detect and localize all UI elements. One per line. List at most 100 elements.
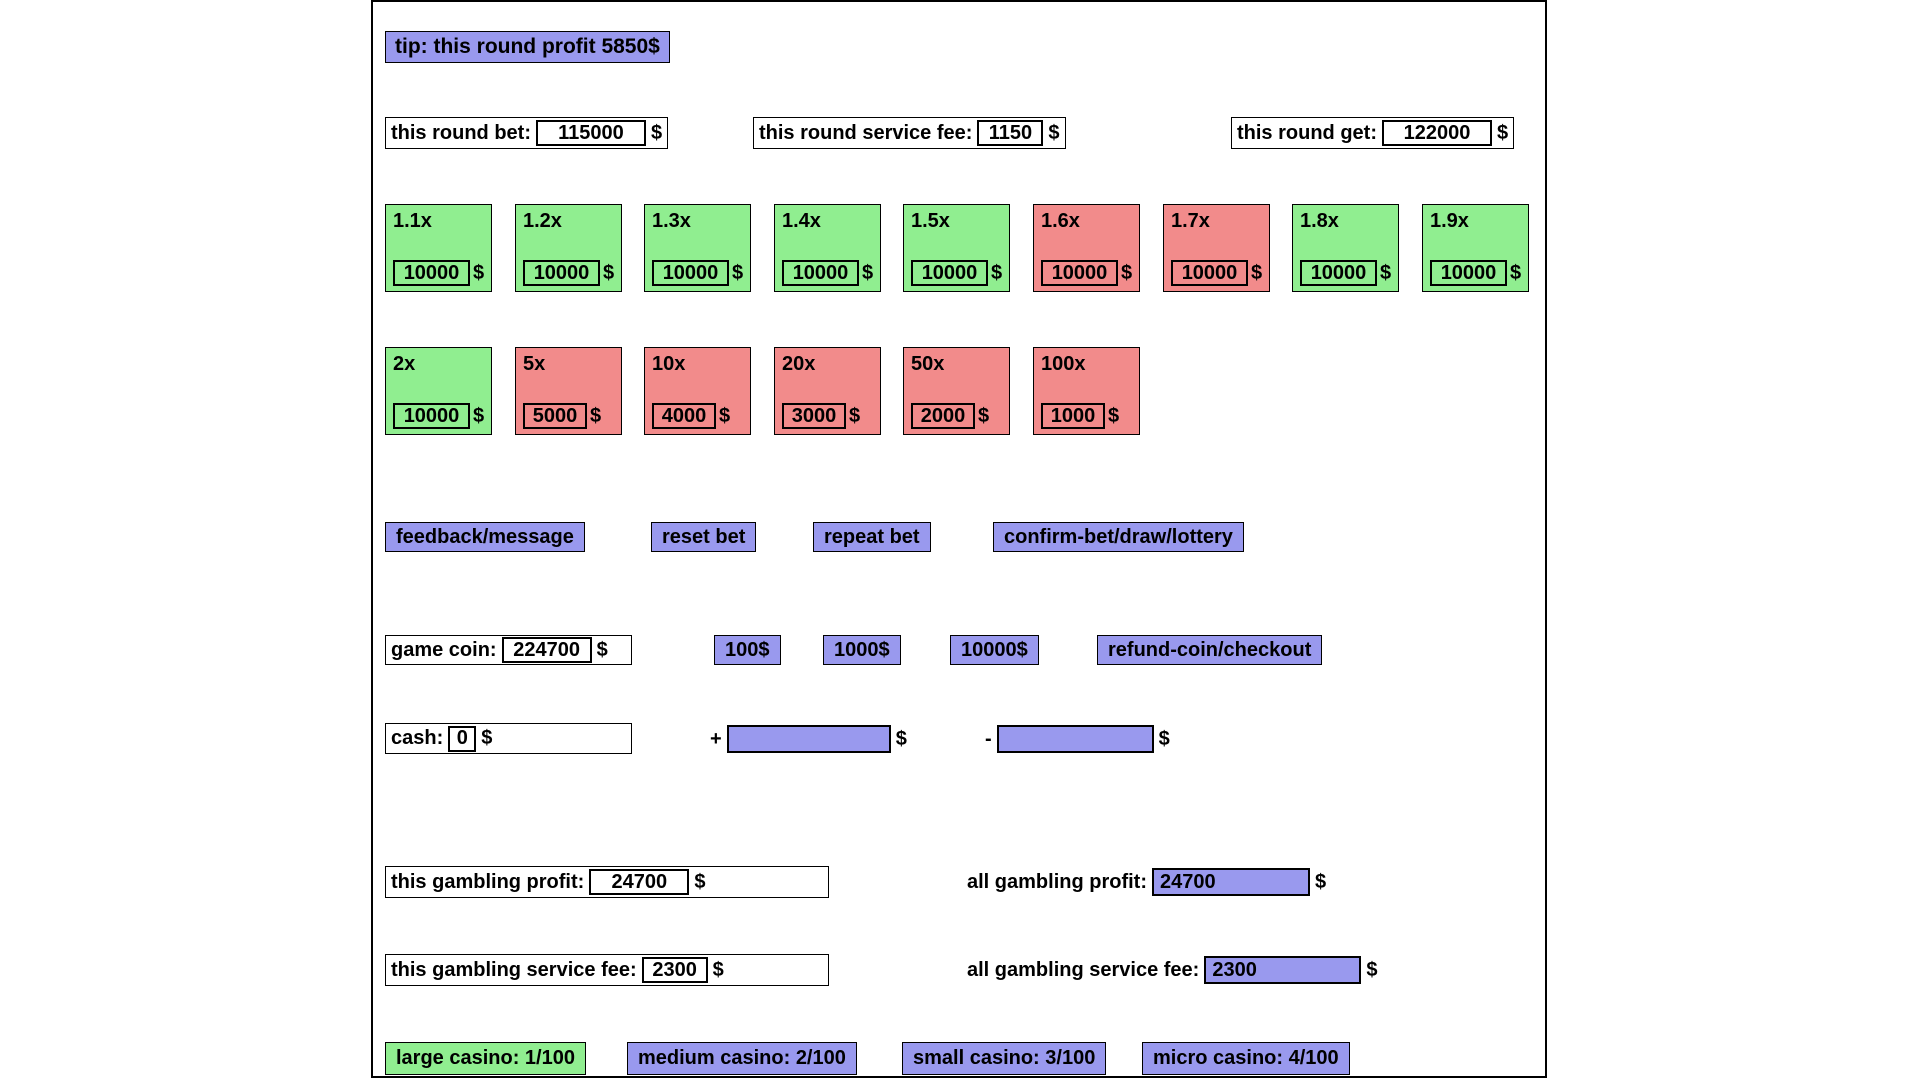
currency-label: $ bbox=[481, 727, 493, 749]
casino-tab-medium-casino[interactable]: medium casino: 2/100 bbox=[627, 1042, 857, 1075]
add-coin-10000-button[interactable]: 10000$ bbox=[950, 635, 1039, 665]
bet-tile-1.8x: 1.8x $ bbox=[1292, 204, 1399, 292]
plus-sign: + bbox=[710, 727, 722, 750]
bet-amount-input-1.1x[interactable] bbox=[393, 260, 470, 286]
currency-label: $ bbox=[1510, 261, 1522, 284]
casino-tab-large-casino[interactable]: large casino: 1/100 bbox=[385, 1042, 586, 1075]
all-gambling-profit-label: all gambling profit: bbox=[967, 870, 1147, 893]
cash-subtract-group: - $ bbox=[985, 723, 1170, 755]
add-coin-100-button[interactable]: 100$ bbox=[714, 635, 781, 665]
all-gambling-profit-input[interactable] bbox=[1152, 868, 1310, 896]
tile-bet-amount: $ bbox=[523, 260, 614, 286]
multiplier-row-2: 2x $5x $10x $20x $50x $100x $ bbox=[373, 347, 1545, 435]
this-gambling-service-fee-input[interactable] bbox=[641, 957, 708, 983]
currency-label: $ bbox=[1048, 121, 1060, 144]
confirm-bet-draw-lottery-button[interactable]: confirm-bet/draw/lottery bbox=[993, 522, 1244, 552]
reset-bet-button[interactable]: reset bet bbox=[651, 522, 757, 552]
currency-label: $ bbox=[1315, 870, 1327, 893]
round-bet-input[interactable] bbox=[535, 120, 646, 146]
bet-amount-input-50x[interactable] bbox=[911, 403, 975, 429]
currency-label: $ bbox=[694, 870, 706, 893]
bet-tile-10x: 10x $ bbox=[644, 347, 751, 435]
bet-tile-1.7x: 1.7x $ bbox=[1163, 204, 1270, 292]
currency-label: $ bbox=[712, 958, 724, 981]
bet-amount-input-100x[interactable] bbox=[1041, 403, 1105, 429]
round-get-label: this round get: bbox=[1237, 121, 1377, 144]
multiplier-label: 1.5x bbox=[911, 210, 950, 232]
tile-bet-amount: $ bbox=[782, 260, 873, 286]
bet-tile-1.6x: 1.6x $ bbox=[1033, 204, 1140, 292]
all-gambling-service-fee-label: all gambling service fee: bbox=[967, 958, 1200, 981]
bet-tile-1.4x: 1.4x $ bbox=[774, 204, 881, 292]
add-coin-1000-button[interactable]: 1000$ bbox=[823, 635, 901, 665]
this-gambling-service-fee-label: this gambling service fee: bbox=[391, 958, 637, 981]
casino-app-window: tip: this round profit 5850$ this round … bbox=[371, 0, 1547, 1078]
multiplier-label: 1.1x bbox=[393, 210, 432, 232]
game-coin-box: game coin: $ bbox=[385, 635, 632, 665]
multiplier-label: 1.6x bbox=[1041, 210, 1080, 232]
bet-tile-1.3x: 1.3x $ bbox=[644, 204, 751, 292]
multiplier-label: 1.9x bbox=[1430, 210, 1469, 232]
cash-subtract-input[interactable] bbox=[996, 725, 1154, 753]
tile-bet-amount: $ bbox=[782, 403, 860, 429]
currency-label: $ bbox=[862, 261, 874, 284]
bet-amount-input-1.5x[interactable] bbox=[911, 260, 988, 286]
cash-box: cash: $ bbox=[385, 723, 632, 754]
bet-amount-input-2x[interactable] bbox=[393, 403, 470, 429]
this-gambling-service-fee-box: this gambling service fee: $ bbox=[385, 954, 829, 986]
multiplier-label: 20x bbox=[782, 353, 816, 375]
bet-tile-1.2x: 1.2x $ bbox=[515, 204, 622, 292]
bet-tile-1.1x: 1.1x $ bbox=[385, 204, 492, 292]
bet-amount-input-1.2x[interactable] bbox=[523, 260, 600, 286]
game-coin-input[interactable] bbox=[501, 637, 592, 663]
cash-add-group: + $ bbox=[710, 723, 907, 755]
currency-label: $ bbox=[1251, 261, 1263, 284]
bet-tile-20x: 20x $ bbox=[774, 347, 881, 435]
round-service-fee-label: this round service fee: bbox=[759, 121, 973, 144]
round-service-fee-input[interactable] bbox=[977, 120, 1044, 146]
multiplier-label: 50x bbox=[911, 353, 945, 375]
currency-label: $ bbox=[590, 404, 602, 427]
cash-input[interactable] bbox=[448, 725, 477, 752]
currency-label: $ bbox=[849, 404, 861, 427]
currency-label: $ bbox=[991, 261, 1003, 284]
round-get-input[interactable] bbox=[1381, 120, 1492, 146]
bet-amount-input-1.3x[interactable] bbox=[652, 260, 729, 286]
all-gambling-service-fee-input[interactable] bbox=[1204, 956, 1362, 984]
multiplier-label: 1.8x bbox=[1300, 210, 1339, 232]
cash-add-input[interactable] bbox=[726, 725, 891, 753]
bet-amount-input-10x[interactable] bbox=[652, 403, 716, 429]
currency-label: $ bbox=[1496, 121, 1509, 144]
bet-amount-input-1.8x[interactable] bbox=[1300, 260, 1377, 286]
casino-tab-micro-casino[interactable]: micro casino: 4/100 bbox=[1142, 1042, 1350, 1075]
tile-bet-amount: $ bbox=[1300, 260, 1391, 286]
bet-amount-input-1.6x[interactable] bbox=[1041, 260, 1118, 286]
this-gambling-profit-box: this gambling profit: $ bbox=[385, 866, 829, 898]
casino-tab-small-casino[interactable]: small casino: 3/100 bbox=[902, 1042, 1107, 1075]
bet-tile-2x: 2x $ bbox=[385, 347, 492, 435]
tile-bet-amount: $ bbox=[1430, 260, 1521, 286]
multiplier-row-1: 1.1x $1.2x $ 1.3x $1.4x $ 1.5x $1.6x $1.7x $ 1.8x $… bbox=[373, 204, 1545, 292]
tile-bet-amount: $ bbox=[652, 403, 730, 429]
bet-amount-input-1.7x[interactable] bbox=[1171, 260, 1248, 286]
feedback-message-button[interactable]: feedback/message bbox=[385, 522, 585, 552]
multiplier-label: 1.3x bbox=[652, 210, 691, 232]
bet-amount-input-1.9x[interactable] bbox=[1430, 260, 1507, 286]
tile-bet-amount: $ bbox=[393, 260, 484, 286]
bet-amount-input-20x[interactable] bbox=[782, 403, 846, 429]
currency-label: $ bbox=[1121, 261, 1133, 284]
multiplier-label: 10x bbox=[652, 353, 686, 375]
repeat-bet-button[interactable]: repeat bet bbox=[813, 522, 931, 552]
refund-coin-checkout-button[interactable]: refund-coin/checkout bbox=[1097, 635, 1323, 665]
bet-amount-input-5x[interactable] bbox=[523, 403, 587, 429]
currency-label: $ bbox=[732, 261, 744, 284]
tile-bet-amount: $ bbox=[911, 403, 989, 429]
bet-tile-100x: 100x $ bbox=[1033, 347, 1140, 435]
tile-bet-amount: $ bbox=[523, 403, 601, 429]
all-gambling-profit-group: all gambling profit: $ bbox=[967, 866, 1326, 898]
this-gambling-profit-input[interactable] bbox=[589, 869, 690, 895]
currency-label: $ bbox=[1108, 404, 1120, 427]
bet-amount-input-1.4x[interactable] bbox=[782, 260, 859, 286]
currency-label: $ bbox=[596, 638, 608, 661]
multiplier-label: 100x bbox=[1041, 353, 1086, 375]
